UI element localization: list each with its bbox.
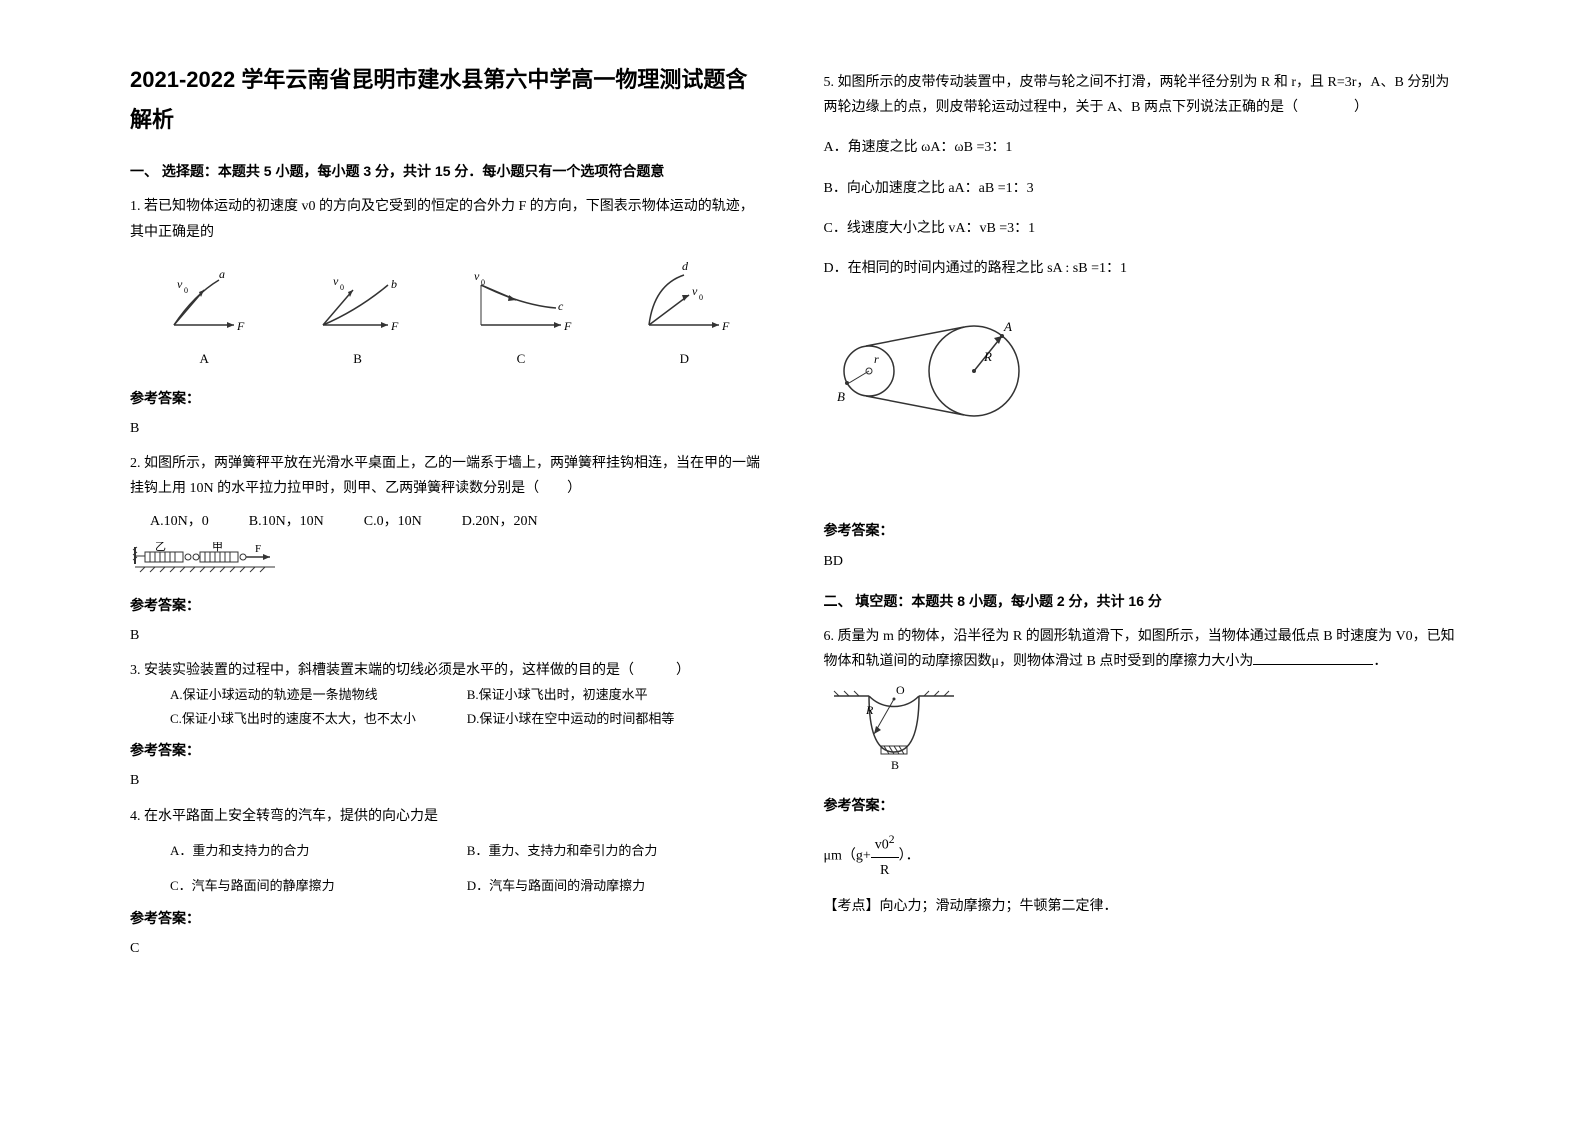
q2-text: 2. 如图所示，两弹簧秤平放在光滑水平桌面上，乙的一端系于墙上，两弹簧秤挂钩相连… xyxy=(130,451,764,501)
q3-opt-c: C.保证小球飞出时的速度不太大，也不太小 xyxy=(170,707,467,730)
q2-options: A.10N，0 B.10N，10N C.0，10N D.20N，20N xyxy=(130,509,764,534)
q6-kaodian: 【考点】向心力；滑动摩擦力；牛顿第二定律． xyxy=(824,894,1458,919)
q3-opt-a: A.保证小球运动的轨迹是一条抛物线 xyxy=(170,683,467,706)
q4-opt-a: A．重力和支持力的合力 xyxy=(170,839,467,862)
spring-scale-icon: 乙 甲 F xyxy=(130,542,290,577)
question-6: 6. 质量为 m 的物体，沿半径为 R 的圆形轨道滑下，如图所示，当物体通过最低… xyxy=(824,624,1458,919)
svg-text:a: a xyxy=(219,267,225,281)
q2-opt-b: B.10N，10N xyxy=(249,509,324,534)
svg-text:F: F xyxy=(236,319,245,333)
svg-text:b: b xyxy=(391,277,397,291)
svg-text:0: 0 xyxy=(699,293,703,302)
question-4: 4. 在水平路面上安全转弯的汽车，提供的向心力是 A．重力和支持力的合力 B．重… xyxy=(130,804,764,961)
svg-text:r: r xyxy=(874,352,879,366)
q4-opt-b: B．重力、支持力和牵引力的合力 xyxy=(467,839,764,862)
svg-text:B: B xyxy=(891,758,899,772)
q4-answer-label: 参考答案： xyxy=(130,906,764,931)
question-2: 2. 如图所示，两弹簧秤平放在光滑水平桌面上，乙的一端系于墙上，两弹簧秤挂钩相连… xyxy=(130,451,764,648)
q1-fig-c: v 0 c F C xyxy=(466,260,576,371)
page-title: 2021-2022 学年云南省昆明市建水县第六中学高一物理测试题含解析 xyxy=(130,60,764,139)
svg-text:0: 0 xyxy=(481,278,485,287)
section1-header: 一、 选择题：本题共 5 小题，每小题 3 分，共计 15 分．每小题只有一个选… xyxy=(130,159,764,184)
q1-answer: B xyxy=(130,416,764,441)
question-1: 1. 若已知物体运动的初速度 v0 的方向及它受到的恒定的合外力 F 的方向，下… xyxy=(130,194,764,441)
svg-text:v: v xyxy=(177,277,183,291)
question-3: 3. 安装实验装置的过程中，斜槽装置末端的切线必须是水平的，这样做的目的是（ ）… xyxy=(130,658,764,793)
q6-answer-label: 参考答案： xyxy=(824,793,1458,818)
q2-opt-a: A.10N，0 xyxy=(150,509,209,534)
trajectory-a-icon: v 0 a F xyxy=(159,260,249,340)
q3-opt-d: D.保证小球在空中运动的时间都相等 xyxy=(467,707,764,730)
q2-figure: 乙 甲 F xyxy=(130,542,764,584)
q3-options: A.保证小球运动的轨迹是一条抛物线 B.保证小球飞出时，初速度水平 C.保证小球… xyxy=(130,683,764,730)
blank-line xyxy=(1253,651,1373,665)
svg-text:F: F xyxy=(390,319,399,333)
svg-text:A: A xyxy=(1003,319,1012,334)
q1-answer-label: 参考答案： xyxy=(130,386,764,411)
q4-text: 4. 在水平路面上安全转弯的汽车，提供的向心力是 xyxy=(130,804,764,829)
trajectory-d-icon: d v 0 F xyxy=(634,260,734,340)
q2-answer-label: 参考答案： xyxy=(130,593,764,618)
q4-opt-c: C．汽车与路面间的静摩擦力 xyxy=(170,874,467,897)
q1-fig-d: d v 0 F D xyxy=(634,260,734,371)
left-column: 2021-2022 学年云南省昆明市建水县第六中学高一物理测试题含解析 一、 选… xyxy=(100,60,794,1062)
q1-figures: v 0 a F A v 0 b F xyxy=(130,260,764,371)
q4-opt-d: D．汽车与路面间的滑动摩擦力 xyxy=(467,874,764,897)
q1-fig-b: v 0 b F B xyxy=(308,260,408,371)
svg-text:甲: 甲 xyxy=(212,542,223,553)
svg-text:O: O xyxy=(896,684,905,697)
svg-text:v: v xyxy=(692,284,698,298)
svg-text:0: 0 xyxy=(184,286,188,295)
q3-answer: B xyxy=(130,768,764,793)
svg-text:F: F xyxy=(721,319,730,333)
svg-text:R: R xyxy=(983,349,992,364)
circular-track-icon: O R B xyxy=(824,684,964,774)
svg-text:R: R xyxy=(865,703,874,717)
q3-answer-label: 参考答案： xyxy=(130,738,764,763)
q6-formula: μm（g+ v02 R ）． xyxy=(824,829,1458,884)
q3-opt-b: B.保证小球飞出时，初速度水平 xyxy=(467,683,764,706)
q1-text: 1. 若已知物体运动的初速度 v0 的方向及它受到的恒定的合外力 F 的方向，下… xyxy=(130,194,764,244)
q4-answer: C xyxy=(130,936,764,961)
q5-opt-b: B．向心加速度之比 aA：aB =1：3 xyxy=(824,176,1458,201)
q5-opt-c: C．线速度大小之比 vA：vB =3：1 xyxy=(824,216,1458,241)
section2-header: 二、 填空题：本题共 8 小题，每小题 2 分，共计 16 分 xyxy=(824,589,1458,614)
q5-opt-a: A．角速度之比 ωA：ωB =3：1 xyxy=(824,135,1458,160)
svg-text:v: v xyxy=(333,274,339,288)
svg-text:B: B xyxy=(837,389,845,404)
right-column: 5. 如图所示的皮带传动装置中，皮带与轮之间不打滑，两轮半径分别为 R 和 r，… xyxy=(794,60,1488,1062)
svg-text:F: F xyxy=(563,319,572,333)
q2-opt-d: D.20N，20N xyxy=(462,509,538,534)
q5-answer-label: 参考答案： xyxy=(824,518,1458,543)
q2-opt-c: C.0，10N xyxy=(364,509,422,534)
q3-text: 3. 安装实验装置的过程中，斜槽装置末端的切线必须是水平的，这样做的目的是（ ） xyxy=(130,658,764,683)
svg-text:v: v xyxy=(474,269,480,283)
question-5: 5. 如图所示的皮带传动装置中，皮带与轮之间不打滑，两轮半径分别为 R 和 r，… xyxy=(824,70,1458,574)
q5-text: 5. 如图所示的皮带传动装置中，皮带与轮之间不打滑，两轮半径分别为 R 和 r，… xyxy=(824,70,1458,120)
q5-opt-d: D．在相同的时间内通过的路程之比 sA : sB =1：1 xyxy=(824,256,1458,281)
belt-pulley-icon: A B r R xyxy=(824,301,1044,421)
q5-answer: BD xyxy=(824,549,1458,574)
q1-fig-a: v 0 a F A xyxy=(159,260,249,371)
q5-figure: A B r R xyxy=(824,301,1458,430)
q6-figure: O R B xyxy=(824,684,1458,783)
svg-text:d: d xyxy=(682,260,689,273)
svg-text:F: F xyxy=(255,543,261,555)
svg-text:乙: 乙 xyxy=(155,542,166,553)
svg-text:0: 0 xyxy=(340,283,344,292)
trajectory-c-icon: v 0 c F xyxy=(466,260,576,340)
trajectory-b-icon: v 0 b F xyxy=(308,260,408,340)
q2-answer: B xyxy=(130,623,764,648)
q4-options: A．重力和支持力的合力 B．重力、支持力和牵引力的合力 C．汽车与路面间的静摩擦… xyxy=(130,839,764,898)
svg-text:c: c xyxy=(558,299,564,313)
